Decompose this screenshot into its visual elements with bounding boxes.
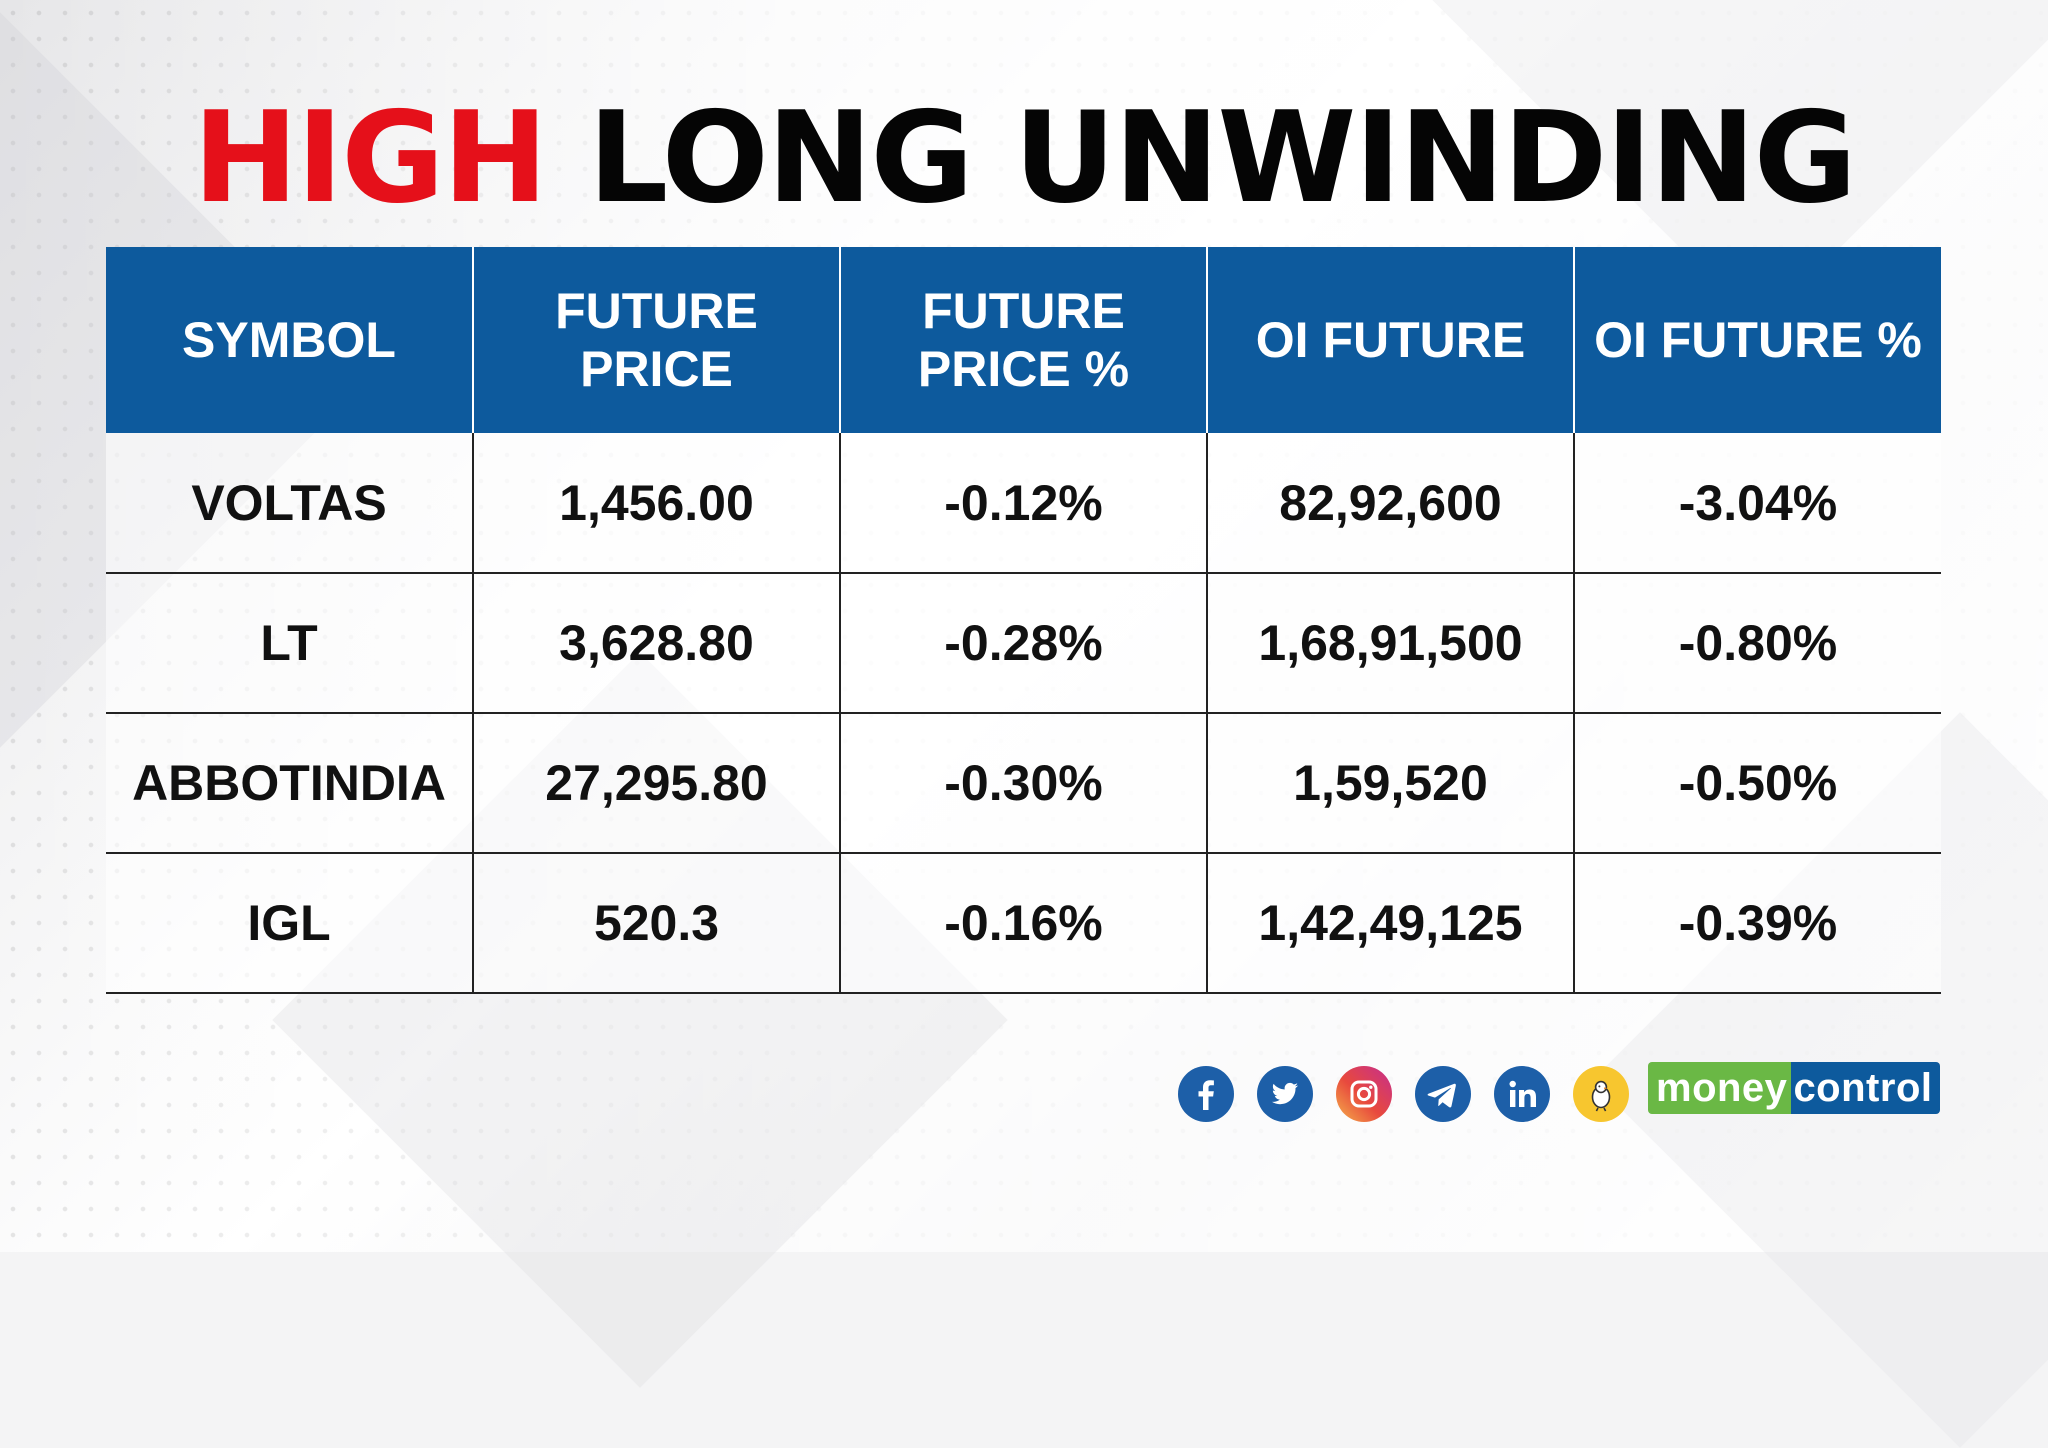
table-cell: 27,295.80 [472, 713, 840, 854]
table-cell-symbol: LT [106, 573, 473, 714]
table-cell: 1,42,49,125 [1206, 853, 1574, 994]
brand-part-money: money [1648, 1062, 1792, 1114]
instagram-icon[interactable] [1336, 1066, 1392, 1122]
table-cell: -0.28% [839, 573, 1207, 714]
column-header: OI FUTURE [1206, 247, 1574, 433]
table-cell-symbol: VOLTAS [106, 433, 473, 574]
table-cell-symbol: ABBOTINDIA [106, 713, 473, 854]
table-row: IGL 520.3 -0.16% 1,42,49,125 -0.39% [106, 853, 1941, 994]
brand-part-control: control [1791, 1062, 1941, 1114]
table-cell: -0.30% [839, 713, 1207, 854]
table-row: LT 3,628.80 -0.28% 1,68,91,500 -0.80% [106, 573, 1941, 714]
table-cell: -0.12% [839, 433, 1207, 574]
table-cell: 1,59,520 [1206, 713, 1574, 854]
table-cell: 1,456.00 [472, 433, 840, 574]
table-cell: -0.50% [1573, 713, 1941, 854]
table-cell: 520.3 [472, 853, 840, 994]
table-header-row: SYMBOL FUTURE PRICE FUTURE PRICE % OI FU… [106, 247, 1941, 433]
table-row: ABBOTINDIA 27,295.80 -0.30% 1,59,520 -0.… [106, 713, 1941, 854]
twitter-icon[interactable] [1257, 1066, 1313, 1122]
table-cell: -0.39% [1573, 853, 1941, 994]
koo-icon[interactable] [1573, 1066, 1629, 1122]
linkedin-icon[interactable] [1494, 1066, 1550, 1122]
column-header: OI FUTURE % [1573, 247, 1941, 433]
table-cell-symbol: IGL [106, 853, 473, 994]
table-cell: 82,92,600 [1206, 433, 1574, 574]
telegram-icon[interactable] [1415, 1066, 1471, 1122]
table-cell: 1,68,91,500 [1206, 573, 1574, 714]
moneycontrol-logo[interactable]: money control [1648, 1062, 1941, 1114]
column-header: SYMBOL [106, 247, 473, 433]
table-cell: -0.16% [839, 853, 1207, 994]
column-header: FUTURE PRICE % [839, 247, 1207, 433]
title-highlight: HIGH [192, 84, 548, 231]
table-row: VOLTAS 1,456.00 -0.12% 82,92,600 -3.04% [106, 433, 1941, 574]
page-title: HIGH LONG UNWINDING [0, 88, 2048, 228]
social-icons [1178, 1066, 1629, 1122]
title-rest: LONG UNWINDING [588, 84, 1857, 231]
table-cell: -3.04% [1573, 433, 1941, 574]
table-cell: 3,628.80 [472, 573, 840, 714]
table-cell: -0.80% [1573, 573, 1941, 714]
facebook-icon[interactable] [1178, 1066, 1234, 1122]
data-table: SYMBOL FUTURE PRICE FUTURE PRICE % OI FU… [106, 247, 1941, 994]
column-header: FUTURE PRICE [472, 247, 840, 433]
